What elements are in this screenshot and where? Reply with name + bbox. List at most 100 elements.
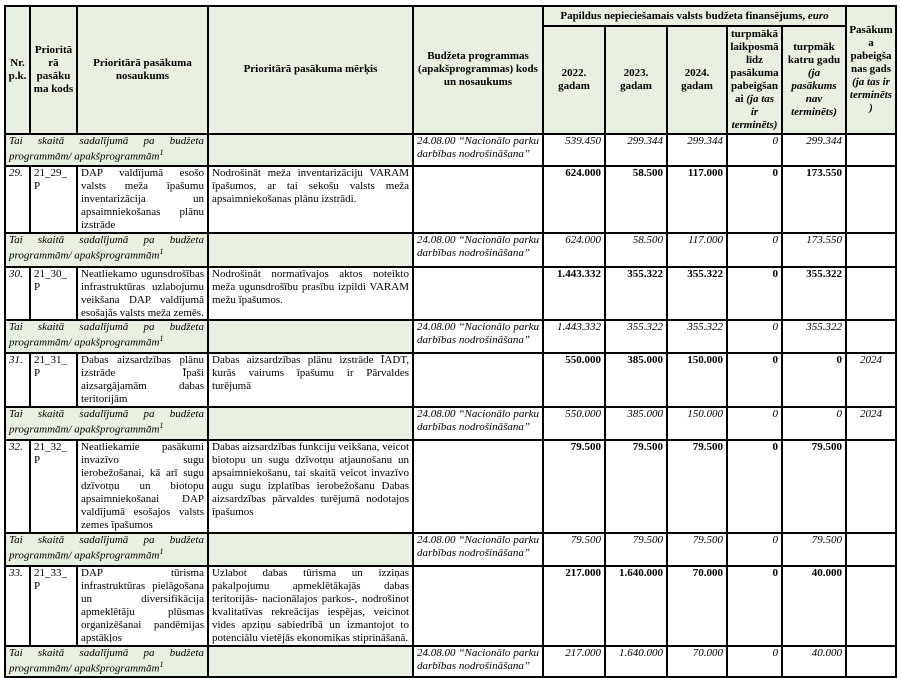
header-row-group: Nr. p.k. Prioritārā pasākuma kods Priori… [4, 5, 898, 135]
cell-2023: 1.640.000 [604, 644, 668, 678]
cell-yearly: 0 [780, 406, 848, 442]
cell-2022: 1.443.332 [542, 265, 606, 322]
cell-nr: 33. [4, 565, 31, 647]
cell-until: 0 [726, 532, 783, 568]
cell-end-year [845, 231, 898, 268]
cell-2023: 58.500 [604, 164, 668, 234]
header-until-note: (ja tas ir terminēts) [731, 92, 778, 131]
cell-yearly: 355.322 [780, 265, 848, 322]
cell-nr: 29. [4, 164, 31, 234]
cell-nr: 32. [4, 439, 31, 535]
cell-code: 21_32_P [29, 439, 78, 535]
summary-empty-cell [207, 406, 414, 442]
header-goal: Prioritārā pasākuma mērķis [207, 5, 414, 135]
summary-label-text: Tai skaitā sadalījumā pa budžeta program… [9, 534, 204, 562]
cell-until: 0 [726, 406, 783, 442]
cell-until: 0 [726, 644, 783, 678]
summary-label: Tai skaitā sadalījumā pa budžeta program… [4, 532, 209, 568]
summary-row: Tai skaitā sadalījumā pa budžeta program… [4, 231, 898, 268]
finance-group-label: Papildus nepieciešamais valsts budžeta f… [560, 9, 808, 22]
program-cell: 24.08.00 “Nacionālo parku darbības nodro… [412, 532, 544, 568]
cell-2024: 355.322 [666, 319, 728, 355]
summary-empty-cell [207, 644, 414, 678]
cell-end-year [845, 265, 898, 322]
cell-2024: 299.344 [666, 132, 728, 167]
cell-2022: 79.500 [542, 532, 606, 568]
summary-row: Tai skaitā sadalījumā pa budžeta program… [4, 406, 898, 442]
table-row: 29. 21_29_P DAP valdījumā esošo valsts m… [4, 164, 898, 234]
cell-2024: 117.000 [666, 231, 728, 268]
header-end-year: Pasākuma pabeigšanas gads (ja tas ir ter… [845, 5, 898, 135]
header-yearly-label: turpmāk katru gadu [787, 40, 841, 66]
summary-empty-cell [207, 132, 414, 167]
program-cell: 24.08.00 “Nacionālo parku darbības nodro… [412, 231, 544, 268]
summary-empty-cell [207, 532, 414, 568]
header-2024: 2024. gadam [666, 25, 728, 135]
program-cell: 24.08.00 “Nacionālo parku darbības nodro… [412, 132, 544, 167]
cell-end-year: 2024 [845, 406, 898, 442]
program-cell: 24.08.00 “Nacionālo parku darbības nodro… [412, 406, 544, 442]
budget-table: Nr. p.k. Prioritārā pasākuma kods Priori… [4, 5, 898, 678]
footnote-ref: 1 [159, 246, 164, 256]
cell-yearly: 0 [780, 352, 848, 409]
cell-2022: 1.443.332 [542, 319, 606, 355]
cell-2023: 355.322 [604, 265, 668, 322]
cell-goal: Dabas aizsardzības funkciju veikšana, ve… [207, 439, 414, 535]
cell-2023: 79.500 [604, 439, 668, 535]
cell-end-year [845, 565, 898, 647]
cell-name: DAP tūrisma infrastruktūras pielāgošana … [76, 565, 209, 647]
cell-until: 0 [726, 231, 783, 268]
table-row: 30. 21_30_P Neatliekamo ugunsdrošības in… [4, 265, 898, 322]
summary-label-text: Tai skaitā sadalījumā pa budžeta program… [9, 646, 204, 675]
header-program: Budžeta programmas (apakšprogrammas) kod… [412, 5, 544, 135]
cell-2022: 539.450 [542, 132, 606, 167]
cell-2023: 385.000 [604, 406, 668, 442]
header-name: Prioritārā pasākuma nosaukums [76, 5, 209, 135]
cell-until: 0 [726, 132, 783, 167]
header-row-years: 2022. gadam 2023. gadam 2024. gadam turp… [5, 25, 896, 135]
cell-name: Dabas aizsardzības plānu izstrāde Īpaši … [76, 352, 209, 409]
cell-until: 0 [726, 565, 783, 647]
summary-row: Tai skaitā sadalījumā pa budžeta program… [4, 319, 898, 355]
program-cell: 24.08.00 “Nacionālo parku darbības nodro… [412, 319, 544, 355]
footnote-ref: 1 [159, 659, 164, 669]
cell-yearly: 79.500 [780, 532, 848, 568]
cell-end-year [845, 532, 898, 568]
summary-label: Tai skaitā sadalījumā pa budžeta program… [4, 319, 209, 355]
summary-row: Tai skaitā sadalījumā pa budžeta program… [4, 644, 898, 678]
summary-label: Tai skaitā sadalījumā pa budžeta program… [4, 406, 209, 442]
summary-label-text: Tai skaitā sadalījumā pa budžeta program… [9, 408, 204, 436]
cell-2023: 299.344 [604, 132, 668, 167]
cell-2022: 550.000 [542, 406, 606, 442]
cell-2024: 79.500 [666, 532, 728, 568]
summary-empty-cell [207, 319, 414, 355]
cell-2024: 150.000 [666, 406, 728, 442]
cell-2023: 355.322 [604, 319, 668, 355]
cell-2022: 79.500 [542, 439, 606, 535]
table-row: 31. 21_31_P Dabas aizsardzības plānu izs… [4, 352, 898, 409]
cell-nr: 31. [4, 352, 31, 409]
cell-name: Neatliekamie pasākumi invazīvo sugu iero… [76, 439, 209, 535]
summary-row: Tai skaitā sadalījumā pa budžeta program… [4, 132, 898, 167]
program-cell [412, 265, 544, 322]
cell-end-year [845, 164, 898, 234]
cell-2022: 550.000 [542, 352, 606, 409]
program-cell [412, 439, 544, 535]
cell-code: 21_31_P [29, 352, 78, 409]
cell-2022: 217.000 [542, 565, 606, 647]
cell-2023: 79.500 [604, 532, 668, 568]
table-row: 33. 21_33_P DAP tūrisma infrastruktūras … [4, 565, 898, 647]
finance-group-euro: euro [807, 9, 829, 22]
cell-goal: Nodrošināt normatīvajos aktos noteikto m… [207, 265, 414, 322]
cell-2024: 150.000 [666, 352, 728, 409]
header-2023: 2023. gadam [604, 25, 668, 135]
header-finance-group: Papildus nepieciešamais valsts budžeta f… [541, 5, 848, 27]
cell-2024: 79.500 [666, 439, 728, 535]
cell-yearly: 299.344 [780, 132, 848, 167]
cell-until: 0 [726, 439, 783, 535]
header-2022: 2022. gadam [542, 25, 606, 135]
cell-name: Neatliekamo ugunsdrošības infrastruktūra… [76, 265, 209, 322]
footnote-ref: 1 [159, 334, 164, 344]
cell-yearly: 173.550 [780, 164, 848, 234]
